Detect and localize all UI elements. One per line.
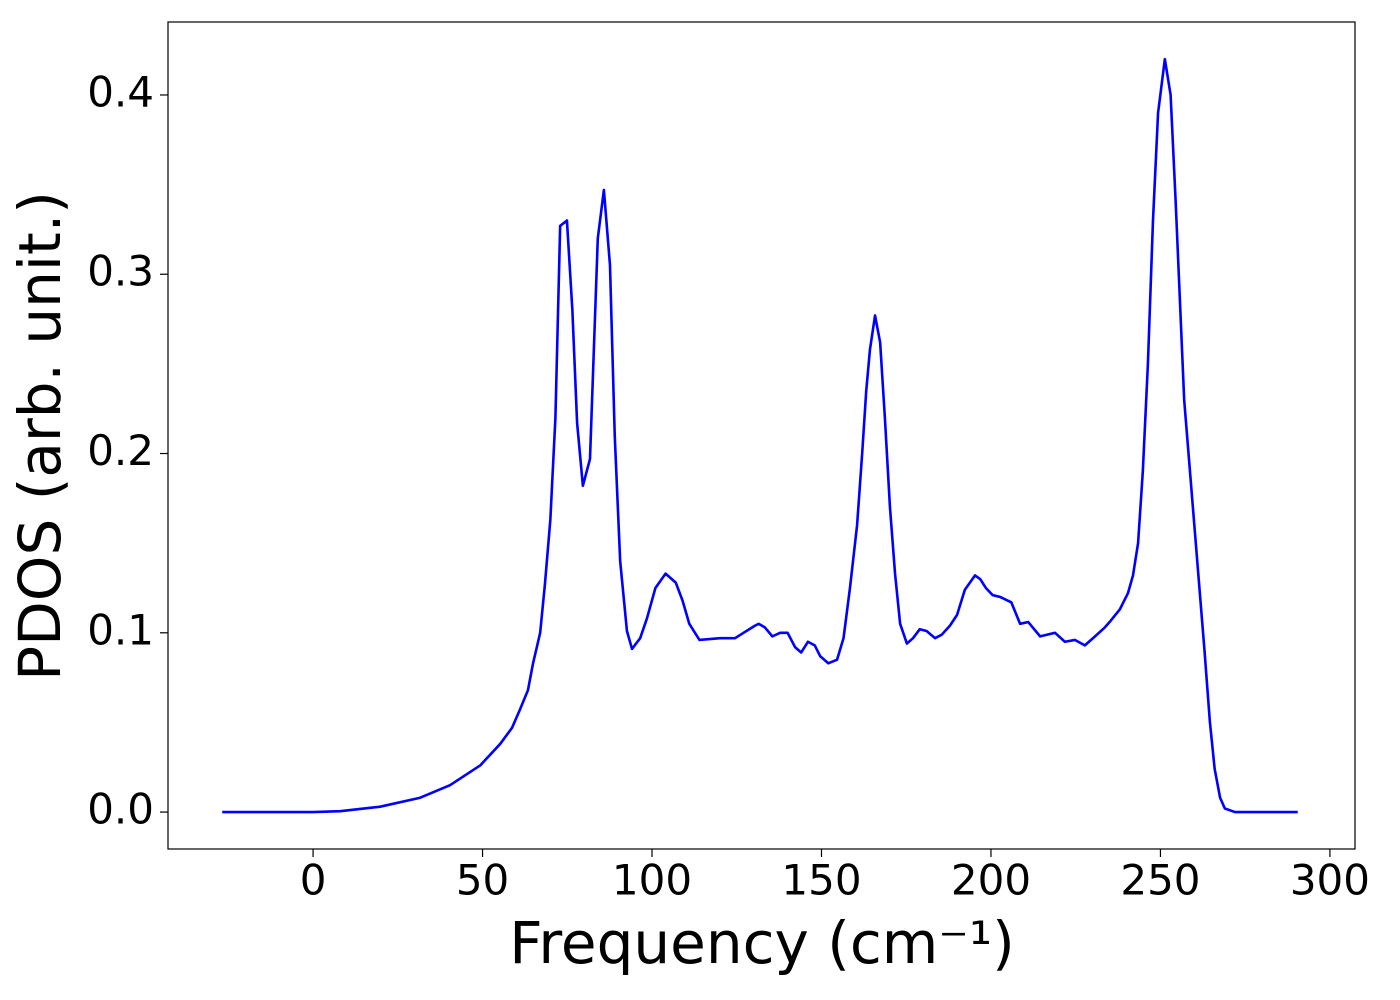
y-tick-label: 0.2 [87,426,154,475]
x-tick-label: 50 [456,856,509,905]
x-tick-label: 150 [781,856,861,905]
x-axis-label: Frequency (cm⁻¹) [509,909,1015,977]
y-tick-label: 0.1 [87,605,154,654]
x-tick-label: 300 [1290,856,1370,905]
y-axis-label: PDOS (arb. unit.) [6,191,74,681]
x-tick-label: 100 [612,856,692,905]
x-tick-label: 250 [1120,856,1200,905]
y-tick-label: 0.4 [87,67,154,116]
y-tick-label: 0.3 [87,247,154,296]
plot-frame [167,21,1356,850]
y-tick-label: 0.0 [87,785,154,834]
x-tick-label: 200 [951,856,1031,905]
data-line [222,57,1298,814]
x-tick-label: 0 [300,856,327,905]
